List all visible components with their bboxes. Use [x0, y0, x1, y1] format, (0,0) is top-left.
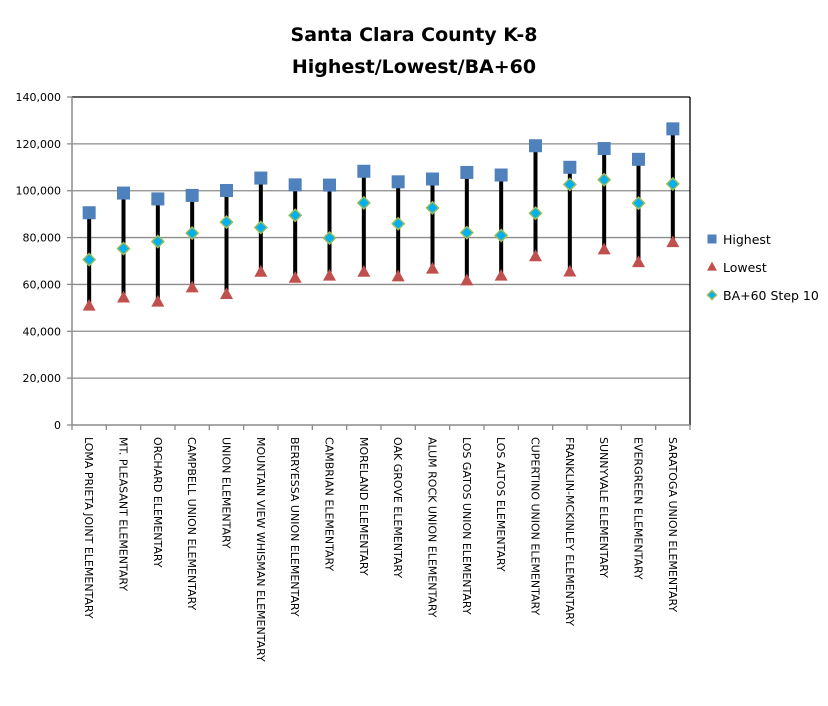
lowest-marker — [391, 269, 405, 282]
y-tick-label: 120,000 — [16, 138, 62, 151]
x-tick-label: LOMA PRIETA JOINT ELEMENTARY — [82, 437, 95, 619]
ba60-marker — [219, 215, 234, 230]
x-axis-ticks: LOMA PRIETA JOINT ELEMENTARY MT. PLEASANT… — [71, 425, 691, 662]
lowest-marker — [460, 273, 474, 286]
ba60-marker — [494, 228, 509, 243]
highest-marker — [597, 142, 611, 156]
lowest-marker — [82, 298, 96, 311]
x-tick-label: BERRYESSA UNION ELEMENTARY — [288, 437, 301, 617]
x-tick-label: ORCHARD ELEMENTARY — [151, 437, 164, 568]
y-tick-label: 20,000 — [23, 372, 62, 385]
x-tick-label: MORELAND ELEMENTARY — [357, 437, 370, 576]
lowest-marker — [597, 242, 611, 255]
high-low-lines — [87, 128, 675, 306]
lowest-marker — [632, 255, 645, 268]
ba60-marker — [597, 172, 612, 187]
highest-marker — [666, 122, 680, 136]
legend-label: BA+60 Step 10 — [723, 288, 819, 303]
x-tick-label: SUNNYVALE ELEMENTARY — [597, 437, 610, 578]
highest-marker — [220, 183, 233, 197]
highest-marker — [357, 164, 371, 178]
lowest-marker — [529, 249, 542, 262]
x-tick-label: SARATOGA UNION ELEMENTARY — [666, 437, 679, 612]
x-tick-label: CUPERTINO UNION ELEMENTARY — [529, 437, 542, 615]
ba60-marker — [356, 195, 371, 210]
highest-marker — [426, 172, 439, 186]
highest-marker — [494, 168, 508, 182]
highest-marker — [82, 206, 96, 220]
lowest-marker — [426, 261, 439, 274]
y-axis-ticks: 0 20,000 40,000 60,000 80,000 100,000 120,000 1… — [16, 91, 72, 432]
ba60-marker — [150, 234, 165, 249]
x-tick-label: MOUNTAIN VIEW WHISMAN ELEMENTARY — [254, 437, 267, 662]
ba60-marker — [82, 252, 97, 267]
x-tick-label: LOS ALTOS ELEMENTARY — [494, 437, 507, 572]
lowest-marker — [220, 287, 233, 299]
lowest-marker — [117, 290, 130, 303]
highest-marker — [323, 178, 336, 192]
x-tick-label: UNION ELEMENTARY — [220, 437, 233, 549]
highest-marker — [185, 188, 199, 202]
chart-title-line-1: Santa Clara County K-8 — [291, 24, 538, 46]
lowest-marker — [494, 268, 508, 281]
highest-marker — [563, 160, 577, 174]
lowest-marker — [666, 235, 680, 248]
x-tick-label: MT. PLEASANT ELEMENTARY — [117, 437, 130, 591]
highest-marker — [529, 139, 542, 153]
x-tick-label: EVERGREEN ELEMENTARY — [632, 437, 645, 580]
ba60-marker — [116, 241, 131, 256]
ba60-marker — [288, 208, 303, 223]
legend-ba60-icon — [706, 289, 718, 301]
y-tick-label: 80,000 — [23, 232, 62, 245]
x-tick-label: CAMPBELL UNION ELEMENTARY — [185, 437, 198, 611]
lowest-marker — [323, 268, 336, 281]
legend-label: Highest — [723, 232, 771, 247]
legend-label: Lowest — [723, 260, 767, 275]
lowest-marker — [185, 280, 199, 293]
lowest-marker — [151, 294, 165, 307]
legend-highest-icon — [707, 234, 717, 244]
ba60-marker — [528, 206, 543, 221]
x-tick-label: FRANKLIN-MCKINLEY ELEMENTARY — [563, 437, 576, 626]
chart-title: Santa Clara County K-8 Highest/Lowest/BA… — [291, 24, 538, 78]
x-tick-label: ALUM ROCK UNION ELEMENTARY — [426, 437, 439, 618]
highest-marker — [288, 178, 302, 192]
lowest-marker — [563, 264, 577, 277]
ba60-marker — [425, 200, 440, 215]
highest-marker — [117, 186, 130, 200]
highest-marker — [460, 165, 474, 179]
y-tick-label: 40,000 — [23, 325, 62, 338]
ba60-marker — [631, 196, 646, 211]
y-tick-label: 100,000 — [16, 185, 62, 198]
ba60-marker — [562, 177, 577, 192]
ba60-marker — [391, 216, 406, 231]
data-markers — [82, 122, 680, 311]
y-tick-label: 140,000 — [16, 91, 62, 104]
legend-lowest-icon — [707, 261, 717, 271]
highest-marker — [632, 152, 645, 166]
chart-title-line-2: Highest/Lowest/BA+60 — [292, 56, 536, 78]
lowest-marker — [254, 264, 268, 277]
y-tick-label: 60,000 — [23, 278, 62, 291]
ba60-marker — [322, 230, 337, 246]
x-tick-label: LOS GATOS UNION ELEMENTARY — [460, 437, 473, 615]
highest-marker — [151, 192, 165, 206]
gridlines — [72, 143, 690, 379]
highest-marker — [391, 175, 405, 189]
ba60-marker — [253, 220, 268, 235]
ba60-marker — [665, 176, 680, 191]
ba60-marker — [185, 226, 200, 241]
axes — [71, 96, 691, 426]
x-tick-label: OAK GROVE ELEMENTARY — [391, 437, 404, 578]
highest-marker — [254, 171, 268, 185]
y-tick-label: 0 — [54, 419, 61, 432]
lowest-marker — [288, 271, 302, 283]
ba60-marker — [459, 225, 474, 240]
x-tick-label: CAMBRIAN ELEMENTARY — [323, 437, 336, 571]
legend: Highest Lowest BA+60 Step 10 — [706, 232, 819, 303]
lowest-marker — [357, 264, 371, 277]
